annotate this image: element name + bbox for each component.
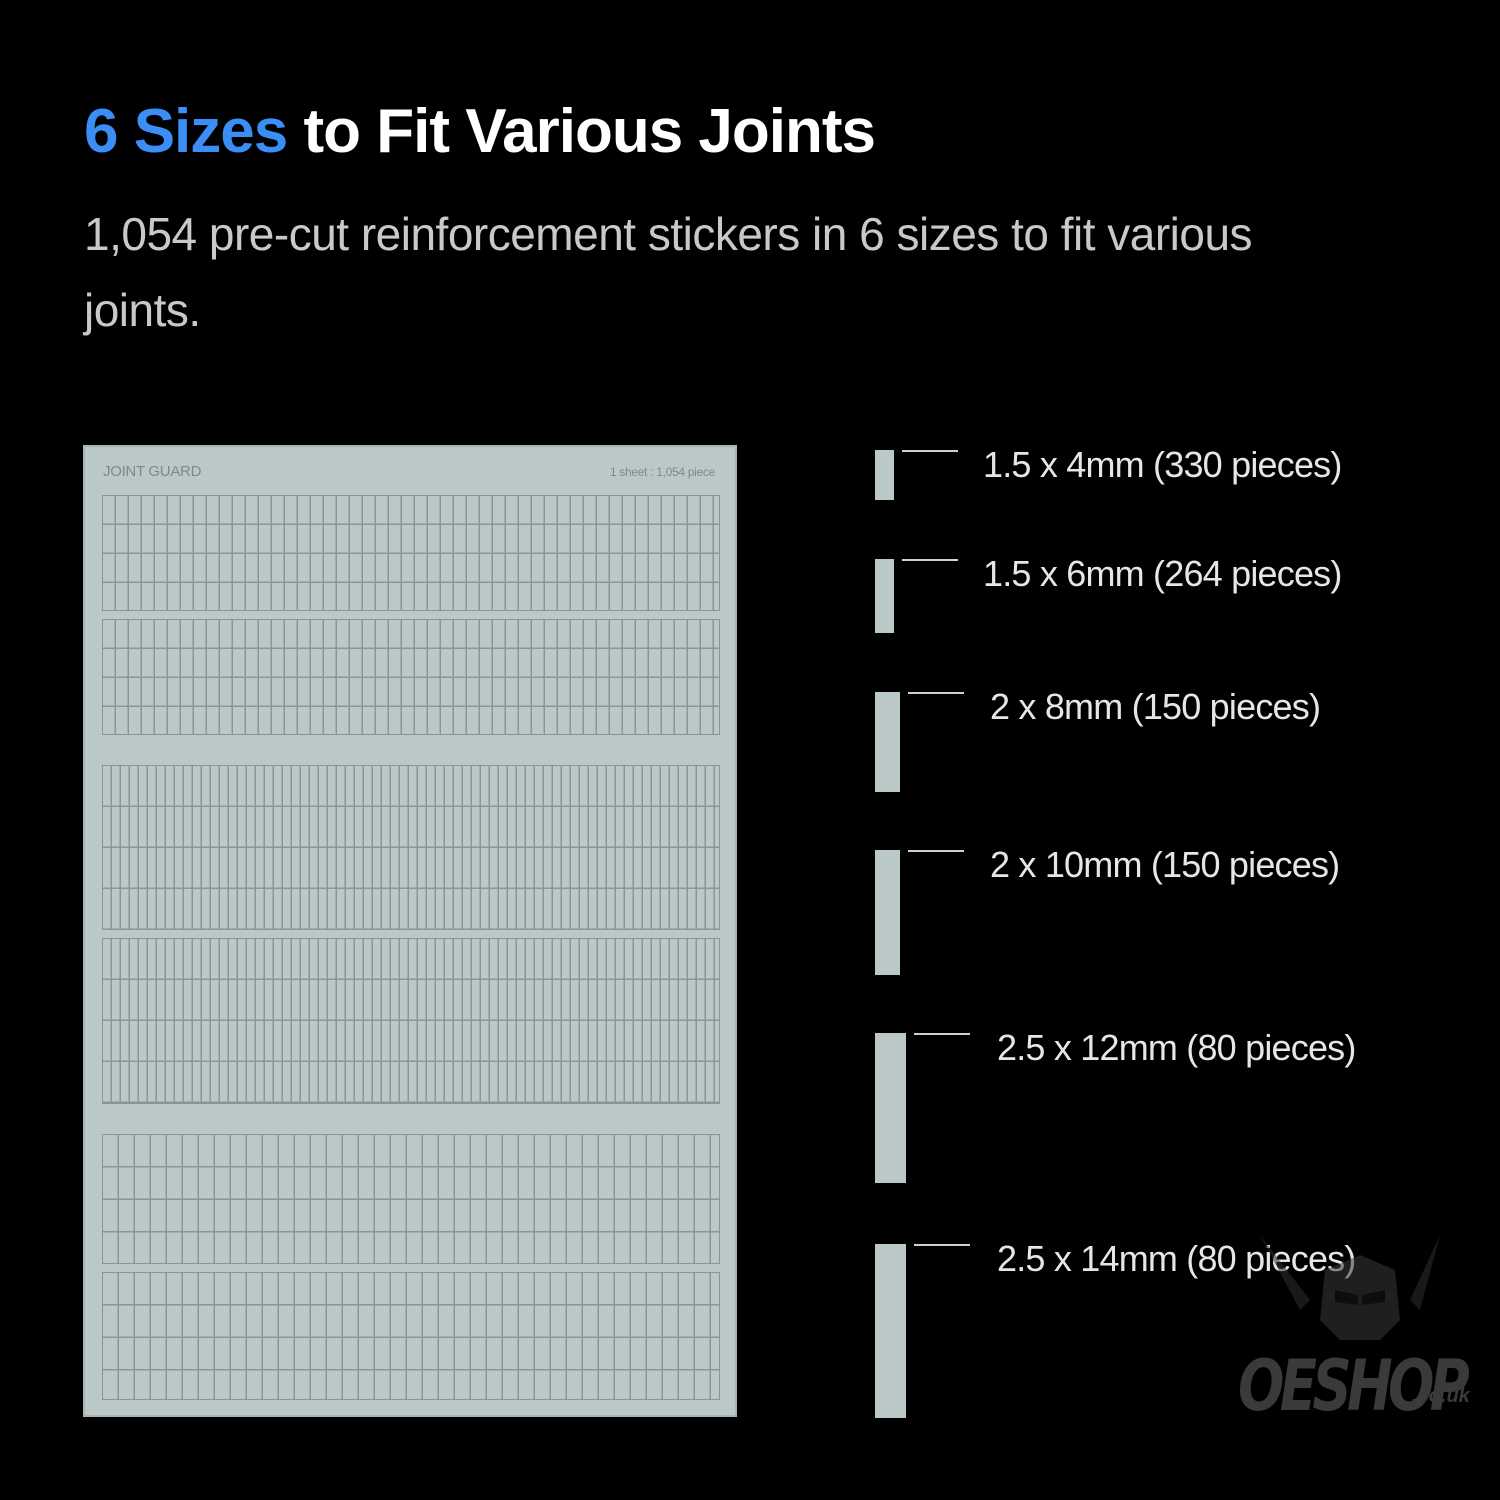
sticker-sheet-image: JOINT GUARD 1 sheet : 1,054 piece [83, 445, 737, 1417]
title-rest: to Fit Various Joints [287, 97, 876, 166]
title-highlight: 6 Sizes [84, 97, 288, 166]
sheet-grid-block [102, 765, 720, 930]
size-swatch [875, 1244, 906, 1418]
sheet-grid-block [102, 495, 720, 611]
sheet-grid-block [102, 938, 720, 1104]
page-title: 6 Sizes to Fit Various Joints [84, 96, 876, 167]
size-swatch [875, 1033, 906, 1183]
sheet-grid-block [102, 1134, 720, 1264]
leader-line [908, 692, 964, 694]
size-swatch [875, 450, 894, 500]
leader-line [902, 450, 958, 452]
leader-line [914, 1033, 970, 1035]
sheet-brand-label: JOINT GUARD [103, 463, 202, 480]
size-swatch [875, 850, 900, 975]
page-subtitle: 1,054 pre-cut reinforcement stickers in … [84, 208, 1253, 336]
size-label: 2.5 x 14mm (80 pieces) [997, 1238, 1356, 1279]
size-label: 1.5 x 6mm (264 pieces) [983, 553, 1342, 594]
size-label: 1.5 x 4mm (330 pieces) [983, 444, 1342, 485]
size-label: 2 x 8mm (150 pieces) [990, 686, 1321, 727]
sheet-grid-block [102, 1272, 720, 1400]
leader-line [902, 559, 958, 561]
size-swatch [875, 559, 894, 633]
watermark-logo-text: OESHOP [1238, 1345, 1470, 1427]
robot-head-watermark-icon [1260, 1235, 1440, 1340]
size-label: 2.5 x 12mm (80 pieces) [997, 1027, 1356, 1068]
size-label: 2 x 10mm (150 pieces) [990, 844, 1340, 885]
watermark-logo-suffix: .co.uk [1412, 1385, 1470, 1407]
sheet-grid-block [102, 619, 720, 735]
leader-line [908, 850, 964, 852]
size-swatch [875, 692, 900, 792]
leader-line [914, 1244, 970, 1246]
sheet-count-label: 1 sheet : 1,054 piece [609, 465, 715, 479]
